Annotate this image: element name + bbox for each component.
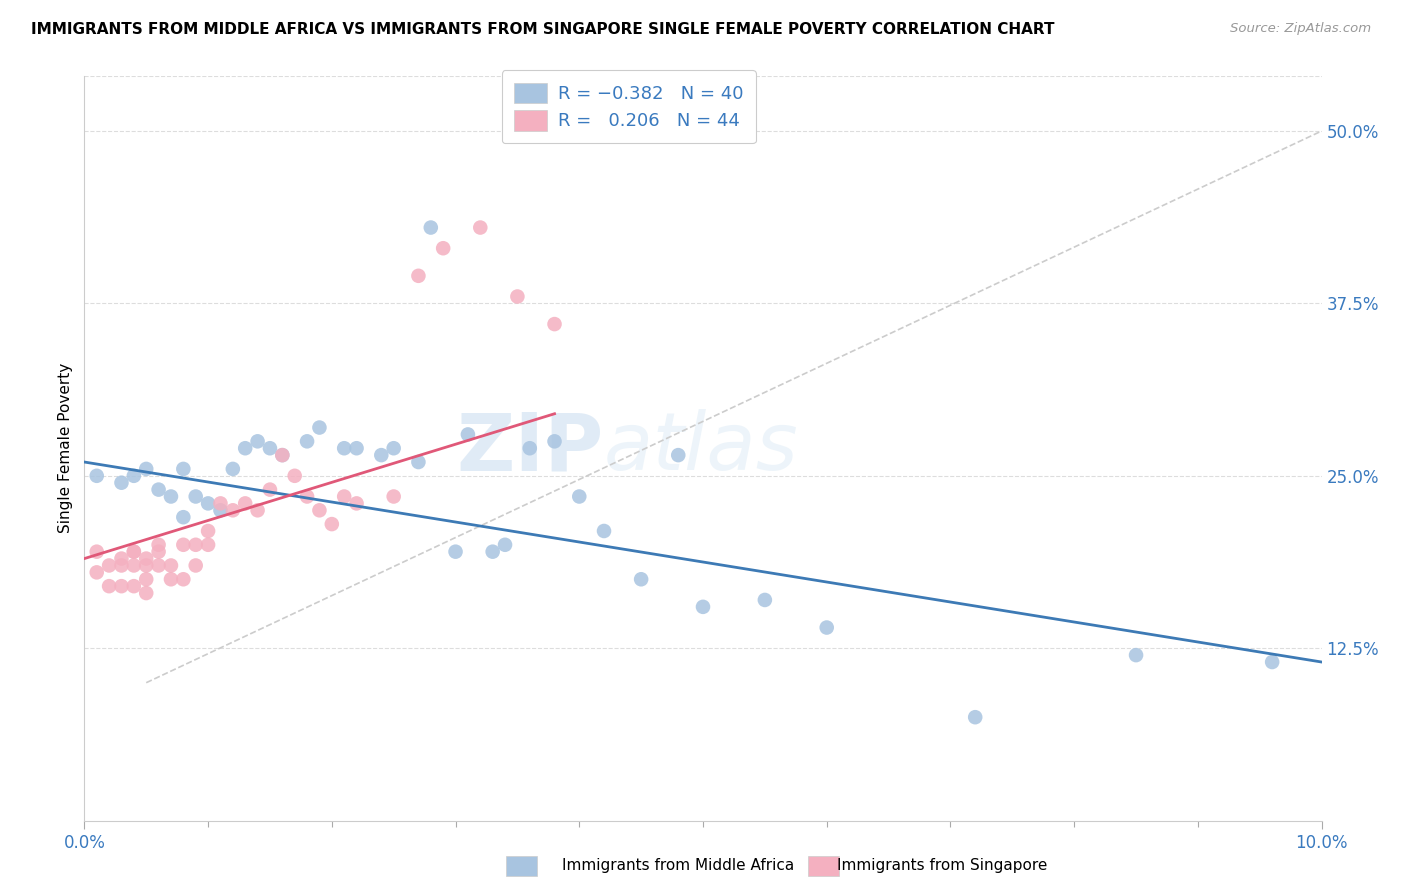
- Text: Immigrants from Middle Africa: Immigrants from Middle Africa: [562, 858, 794, 872]
- Point: [494, 538, 516, 552]
- Point: [197, 538, 219, 552]
- Point: [209, 503, 232, 517]
- Point: [382, 490, 405, 504]
- Point: [172, 510, 194, 524]
- Point: [519, 442, 541, 455]
- Point: [470, 220, 492, 235]
- Point: [543, 434, 565, 449]
- Point: [172, 538, 194, 552]
- Point: [160, 490, 183, 504]
- Point: [1261, 655, 1284, 669]
- Point: [110, 475, 132, 490]
- Point: [135, 558, 157, 573]
- Point: [233, 496, 256, 510]
- Point: [457, 427, 479, 442]
- Point: [370, 448, 392, 462]
- Point: [184, 538, 207, 552]
- Point: [568, 490, 591, 504]
- Point: [135, 551, 157, 566]
- Point: [308, 503, 330, 517]
- Point: [122, 544, 145, 558]
- Point: [815, 621, 838, 635]
- Point: [506, 289, 529, 303]
- Text: Source: ZipAtlas.com: Source: ZipAtlas.com: [1230, 22, 1371, 36]
- Point: [184, 490, 207, 504]
- Point: [408, 455, 430, 469]
- Point: [259, 483, 281, 497]
- Point: [321, 517, 343, 532]
- Point: [419, 220, 441, 235]
- Point: [209, 496, 232, 510]
- Point: [172, 572, 194, 586]
- Point: [271, 448, 294, 462]
- Point: [246, 503, 269, 517]
- Point: [754, 593, 776, 607]
- Point: [333, 490, 356, 504]
- Point: [543, 317, 565, 331]
- Point: [333, 442, 356, 455]
- Point: [98, 558, 121, 573]
- Point: [382, 442, 405, 455]
- Point: [122, 544, 145, 558]
- Text: ZIP: ZIP: [457, 409, 605, 487]
- Point: [148, 538, 170, 552]
- Point: [444, 544, 467, 558]
- Point: [135, 572, 157, 586]
- Point: [197, 496, 219, 510]
- Point: [692, 599, 714, 614]
- Point: [148, 558, 170, 573]
- Point: [122, 468, 145, 483]
- Point: [160, 558, 183, 573]
- Point: [148, 544, 170, 558]
- Point: [233, 442, 256, 455]
- Point: [1125, 648, 1147, 662]
- Point: [110, 558, 132, 573]
- Point: [197, 524, 219, 538]
- Point: [135, 586, 157, 600]
- Point: [432, 241, 454, 255]
- Point: [122, 558, 145, 573]
- Text: atlas: atlas: [605, 409, 799, 487]
- Point: [295, 490, 318, 504]
- Point: [86, 468, 108, 483]
- Point: [222, 503, 245, 517]
- Point: [295, 434, 318, 449]
- Point: [86, 544, 108, 558]
- Point: [630, 572, 652, 586]
- Point: [184, 558, 207, 573]
- Point: [346, 442, 368, 455]
- Point: [86, 566, 108, 580]
- Legend: R = −0.382   N = 40, R =   0.206   N = 44: R = −0.382 N = 40, R = 0.206 N = 44: [502, 70, 756, 144]
- Y-axis label: Single Female Poverty: Single Female Poverty: [58, 363, 73, 533]
- Point: [135, 462, 157, 476]
- Point: [666, 448, 689, 462]
- Point: [408, 268, 430, 283]
- Point: [222, 462, 245, 476]
- Point: [284, 468, 307, 483]
- Point: [148, 483, 170, 497]
- Point: [965, 710, 987, 724]
- Point: [110, 551, 132, 566]
- Point: [308, 420, 330, 434]
- Point: [481, 544, 503, 558]
- Point: [98, 579, 121, 593]
- Point: [593, 524, 616, 538]
- Point: [110, 579, 132, 593]
- Point: [246, 434, 269, 449]
- Text: Immigrants from Singapore: Immigrants from Singapore: [837, 858, 1047, 872]
- Point: [160, 572, 183, 586]
- Point: [271, 448, 294, 462]
- Point: [172, 462, 194, 476]
- Point: [346, 496, 368, 510]
- Point: [259, 442, 281, 455]
- Point: [122, 579, 145, 593]
- Text: IMMIGRANTS FROM MIDDLE AFRICA VS IMMIGRANTS FROM SINGAPORE SINGLE FEMALE POVERTY: IMMIGRANTS FROM MIDDLE AFRICA VS IMMIGRA…: [31, 22, 1054, 37]
